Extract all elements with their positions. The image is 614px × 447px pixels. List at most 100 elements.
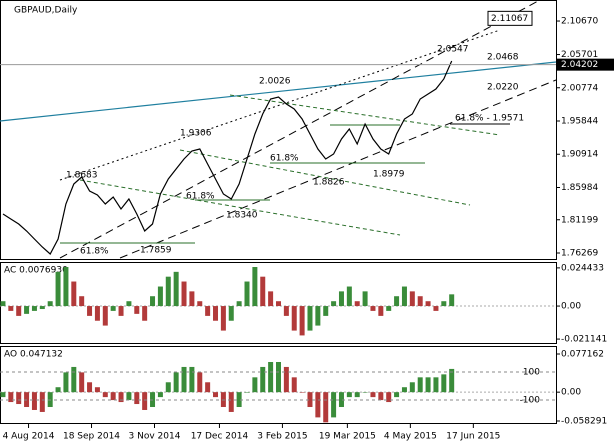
histogram-bar — [197, 372, 203, 393]
annotation: 1.8683 — [66, 171, 98, 181]
histogram-bar — [8, 306, 14, 311]
histogram-bar — [346, 392, 352, 398]
histogram-bar — [354, 392, 360, 398]
histogram-bar — [283, 366, 289, 393]
histogram-bar — [386, 306, 392, 311]
histogram-bar — [87, 382, 93, 393]
histogram-bar — [394, 296, 400, 307]
histogram-bar — [39, 392, 45, 412]
histogram-bar — [449, 294, 455, 307]
y-tick-label: 1.90914 — [561, 150, 598, 160]
y-tick-label: 1.85984 — [561, 183, 598, 193]
histogram-bar — [142, 306, 148, 321]
histogram-bar — [197, 301, 203, 307]
annotation: 2.0220 — [487, 83, 519, 93]
histogram-bar — [213, 392, 219, 398]
ao-title: AO 0.047132 — [4, 350, 63, 360]
histogram-bar — [417, 377, 423, 393]
x-tick-label: 19 Mar 2015 — [319, 432, 376, 442]
histogram-bar — [150, 296, 156, 307]
current-price-label: 2.04202 — [561, 60, 598, 70]
histogram-bar — [24, 306, 30, 314]
x-tick-label: 17 Dec 2014 — [191, 432, 249, 442]
histogram-bar — [275, 301, 281, 307]
histogram-bar — [417, 296, 423, 307]
annotation: 1.9306 — [180, 129, 212, 139]
ac-title: AC 0.0076930 — [4, 266, 68, 276]
histogram-bar — [94, 387, 100, 393]
fib-line — [79, 179, 401, 236]
histogram-bar — [315, 392, 321, 418]
histogram-bar — [386, 392, 392, 403]
channel-line — [119, 79, 557, 259]
histogram-bar — [102, 392, 108, 398]
annotation: 1.8979 — [373, 170, 405, 180]
histogram-bar — [0, 392, 6, 398]
histogram-bar — [181, 281, 187, 307]
histogram-bar — [433, 377, 439, 393]
histogram-bar — [268, 291, 274, 307]
level-label: 100 — [523, 368, 540, 378]
histogram-bar — [55, 387, 61, 393]
annotation: 61.8% - 1.9571 — [455, 114, 524, 124]
trend-lines — [0, 0, 557, 259]
histogram-bar — [236, 392, 242, 408]
x-tick-label: 3 Feb 2015 — [257, 432, 307, 442]
histogram-bar — [299, 306, 305, 336]
histogram-bar — [205, 306, 211, 316]
histogram-bar — [268, 361, 274, 393]
chart-title: GBPAUD,Daily — [14, 6, 78, 16]
histogram-bar — [126, 301, 132, 307]
histogram-bar — [220, 306, 226, 331]
trend-line — [0, 61, 557, 122]
annotation: 1.8826 — [313, 178, 345, 188]
x-tick-label: 3 Nov 2014 — [129, 432, 181, 442]
histogram-bar — [236, 301, 242, 307]
histogram-bar — [16, 392, 22, 405]
y-tick-label: -0.021141 — [561, 335, 607, 345]
histogram-bar — [362, 291, 368, 307]
histogram-bar — [142, 392, 148, 410]
histogram-bar — [346, 286, 352, 307]
histogram-bar — [299, 392, 305, 393]
histogram-bar — [323, 306, 329, 316]
price-line — [2, 60, 453, 255]
y-tick-label: -0.058291 — [561, 416, 607, 426]
histogram-bar — [228, 392, 234, 412]
y-tick-label: 2.00774 — [561, 83, 598, 93]
histogram-bar — [79, 296, 85, 307]
histogram-bar — [425, 301, 431, 307]
histogram-bar — [283, 306, 289, 316]
histogram-bar — [244, 392, 250, 393]
histogram-bar — [394, 392, 400, 398]
x-tick-label: 4 May 2015 — [384, 432, 437, 442]
histogram-bar — [0, 301, 6, 307]
histogram-bar — [173, 372, 179, 393]
y-tick-label: 1.81199 — [561, 215, 598, 225]
histogram-bar — [433, 306, 439, 311]
histogram-bar — [425, 377, 431, 393]
histogram-bar — [338, 291, 344, 307]
marker-label: 2.11067 — [491, 14, 528, 24]
histogram-bar — [39, 306, 45, 310]
ao-panel — [0, 346, 557, 424]
histogram-bar — [63, 266, 69, 307]
histogram-bar — [338, 392, 344, 408]
histogram-bar — [189, 291, 195, 307]
y-tick-label: 0.077162 — [561, 350, 604, 360]
histogram-bar — [409, 382, 415, 393]
histogram-bar — [63, 372, 69, 393]
y-tick-label: 1.76269 — [561, 249, 598, 259]
histogram-bar — [252, 266, 258, 307]
x-tick-label: 4 Aug 2014 — [3, 432, 55, 442]
histogram-bar — [47, 301, 53, 307]
histogram-bar — [213, 306, 219, 321]
histogram-bar — [449, 368, 455, 393]
histogram-bar — [354, 301, 360, 307]
histogram-bar — [260, 276, 266, 307]
x-tick-label: 18 Sep 2014 — [63, 432, 120, 442]
histogram-bar — [401, 286, 407, 307]
histogram-bar — [126, 392, 132, 401]
